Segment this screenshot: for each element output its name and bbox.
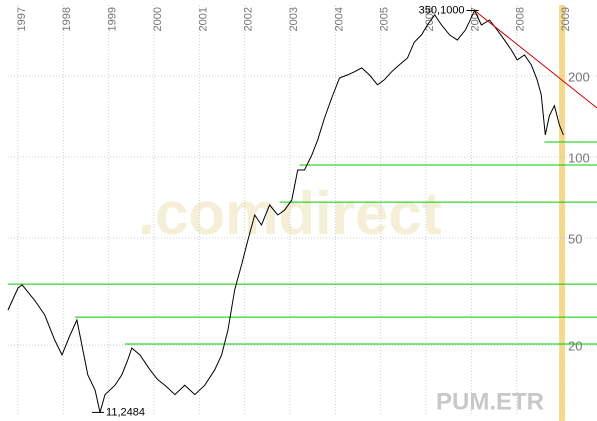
annotation: 11,2484 — [106, 406, 145, 418]
x-tick-label: 1999 — [107, 7, 119, 31]
y-tick-label: 200 — [568, 69, 590, 84]
x-tick-label: 1997 — [16, 7, 28, 31]
y-tick-label: 50 — [568, 231, 582, 246]
x-tick-label: 2000 — [152, 7, 164, 31]
symbol: PUM.ETR — [436, 388, 544, 415]
y-tick-label: 20 — [568, 339, 582, 354]
x-tick-label: 2001 — [197, 7, 209, 31]
x-tick-label: 2003 — [288, 7, 300, 31]
x-tick-label: 2005 — [379, 7, 391, 31]
x-tick-label: 2008 — [515, 7, 527, 31]
y-tick-label: 100 — [568, 150, 590, 165]
x-tick-label: 2002 — [243, 7, 255, 31]
annotation: 350,1000 — [419, 4, 465, 16]
price-line — [7, 9, 564, 413]
x-tick-label: 2009 — [560, 7, 572, 31]
x-tick-label: 1998 — [61, 7, 73, 31]
x-tick-label: 2004 — [333, 7, 345, 31]
trend-line — [474, 10, 597, 109]
